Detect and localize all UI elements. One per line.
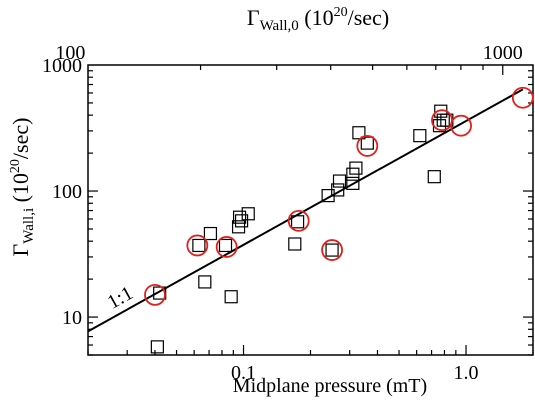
plot-frame: [87, 64, 534, 356]
circle-marker: [215, 236, 238, 258]
square-marker: [224, 290, 238, 304]
square-marker: [331, 183, 345, 197]
square-marker: [288, 237, 302, 251]
square-marker: [352, 126, 366, 140]
top-tick-label: 100: [55, 42, 85, 64]
x-tick-label: 0.1: [231, 362, 256, 384]
square-marker: [241, 207, 255, 221]
y-tick-label: 1000: [42, 55, 82, 77]
square-marker: [349, 161, 363, 175]
square-marker: [325, 243, 339, 257]
square-marker: [203, 226, 218, 241]
circle-marker: [321, 239, 343, 261]
circle-marker: [356, 135, 379, 157]
top-axis-label: ΓWall,0 (1020/sec): [247, 5, 389, 34]
square-marker: [360, 136, 374, 150]
square-marker: [232, 210, 247, 224]
x-tick-label: 1.0: [454, 362, 479, 384]
square-marker: [218, 238, 233, 253]
square-marker: [346, 176, 360, 190]
y-tick-label: 10: [62, 307, 82, 329]
square-marker: [290, 215, 305, 229]
square-marker: [427, 170, 441, 184]
square-marker: [234, 214, 249, 228]
square-marker: [198, 275, 212, 289]
y-tick-label: 100: [52, 181, 82, 203]
circle-marker: [450, 114, 472, 137]
circle-marker: [144, 283, 166, 306]
data-marks: [144, 86, 534, 354]
circle-marker: [186, 234, 209, 257]
square-marker: [192, 238, 206, 253]
square-marker: [332, 174, 347, 188]
y-axis-label: ΓWall,i (1020/sec): [8, 118, 37, 257]
circle-marker: [287, 209, 310, 232]
top-tick-label: 1000: [483, 42, 523, 64]
x-axis-label: Midplane pressure (mT): [233, 375, 427, 397]
circle-marker: [511, 86, 534, 109]
reference-line-label: 1:1: [104, 282, 137, 314]
square-marker: [150, 340, 164, 354]
reference-line: [87, 88, 524, 333]
square-marker: [413, 129, 427, 143]
